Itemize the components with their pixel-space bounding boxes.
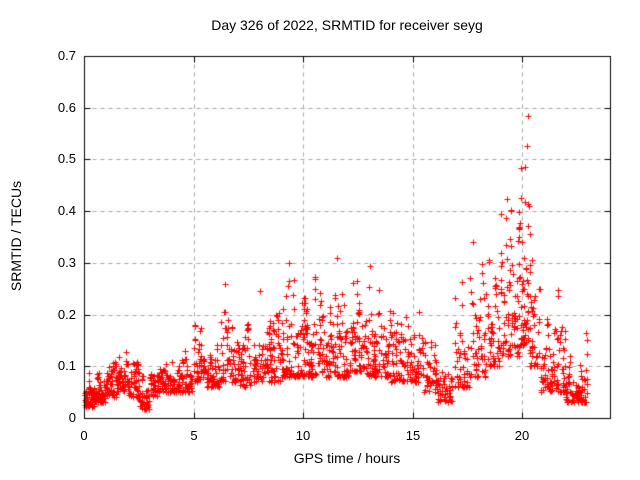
y-tick-label: 0.7 xyxy=(57,48,76,63)
y-tick-label: 0.5 xyxy=(57,151,76,166)
x-tick-label: 20 xyxy=(514,428,530,443)
x-axis-label: GPS time / hours xyxy=(293,450,401,466)
x-tick-label: 0 xyxy=(80,428,88,443)
y-tick-label: 0.1 xyxy=(57,358,76,373)
chart-title: Day 326 of 2022, SRMTID for receiver sey… xyxy=(211,17,483,33)
y-tick-label: 0 xyxy=(68,410,76,425)
y-tick-label: 0.4 xyxy=(57,203,76,218)
x-tick-label: 15 xyxy=(405,428,421,443)
y-tick-label: 0.6 xyxy=(57,100,76,115)
x-tick-label: 5 xyxy=(190,428,198,443)
y-tick-label: 0.2 xyxy=(57,307,76,322)
y-axis-label: SRMTID / TECUs xyxy=(8,180,24,292)
y-tick-label: 0.3 xyxy=(57,255,76,270)
x-tick-label: 10 xyxy=(295,428,311,443)
